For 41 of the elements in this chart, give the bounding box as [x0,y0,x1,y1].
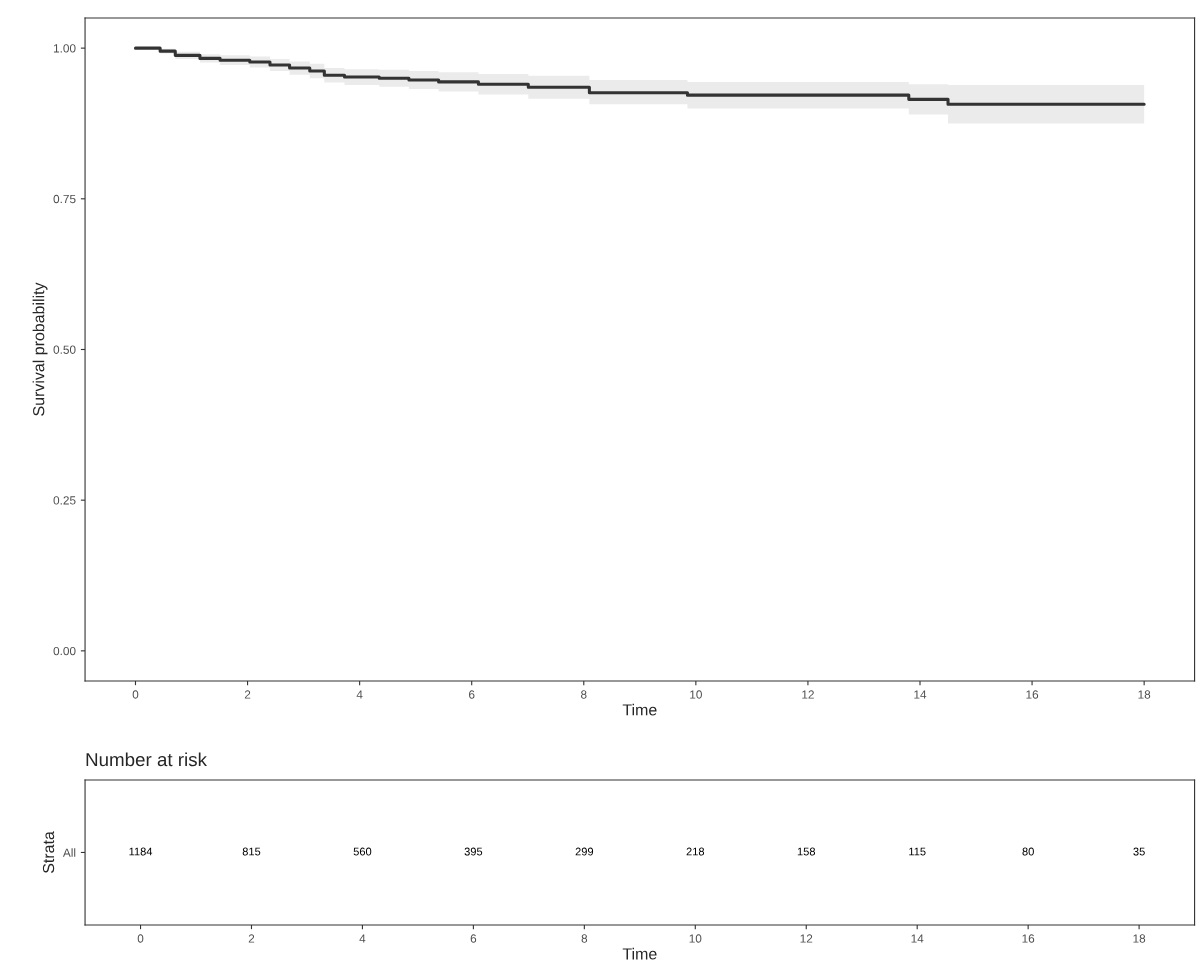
x-tick-label: 8 [581,690,587,699]
x-tick-label: 6 [469,690,475,699]
data-label: 299 [575,847,594,856]
x-tick-label: 16 [1022,934,1035,943]
x-axis-title: Time [622,703,657,716]
x-tick-label: 0 [132,690,139,699]
x-tick-label: 12 [800,934,813,943]
data-label: 115 [909,847,926,856]
data-label: 158 [797,847,816,856]
x-tick-label: 6 [470,934,477,943]
data-label: 35 [1133,847,1145,856]
data-label: 218 [686,847,705,856]
y-axis-title: Strata [42,831,55,874]
data-label: 1184 [129,847,153,856]
x-tick-label: 2 [244,690,251,699]
data-label: 815 [242,847,261,856]
x-tick-label: 18 [1138,690,1151,699]
y-tick-label: 0.00 [53,646,76,656]
y-tick-label: 0.50 [53,345,76,354]
x-tick-label: 12 [802,690,814,699]
data-label: 395 [464,847,483,856]
x-tick-label: 0 [137,934,144,943]
x-tick-label: 4 [356,690,363,699]
y-tick-label: 0.25 [53,496,76,505]
x-tick-label: 4 [359,934,366,943]
x-tick-label: 2 [248,934,255,943]
x-tick-label: 16 [1026,690,1039,699]
chart-title: Number at risk [86,752,207,767]
x-tick-label: 10 [689,934,702,943]
y-axis-title: Survival probability [32,282,48,416]
y-tick-label: 1.00 [53,44,76,53]
data-label: 80 [1022,847,1034,856]
y-tick-label: All [62,848,76,857]
x-tick-label: 14 [911,934,924,943]
data-label: 560 [353,847,372,856]
x-tick-label: 18 [1133,934,1146,943]
x-tick-label: 10 [690,690,702,699]
y-tick-label: 0.75 [53,194,76,204]
x-axis-title: Time [622,947,657,960]
x-tick-label: 8 [581,934,588,943]
x-tick-label: 14 [914,690,927,699]
